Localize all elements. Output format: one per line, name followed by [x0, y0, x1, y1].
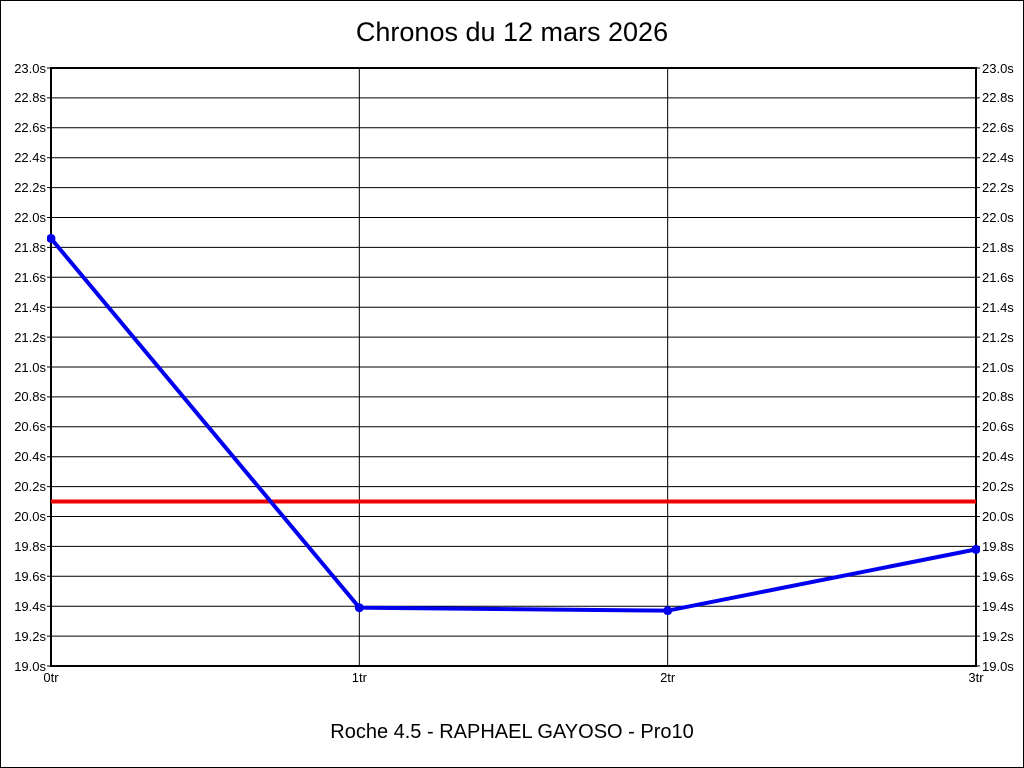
- y-tick-label-left: 19.2s: [14, 628, 46, 644]
- data-point-marker: [354, 603, 364, 613]
- y-tick-label-left: 20.2s: [14, 479, 46, 495]
- y-tick-label-left: 19.8s: [14, 538, 46, 554]
- y-tick-label-right: 22.6s: [982, 120, 1014, 136]
- y-tick-label-right: 20.8s: [982, 389, 1014, 405]
- y-tick-label-right: 23.0s: [982, 60, 1014, 76]
- y-tick-label-left: 21.6s: [14, 269, 46, 285]
- y-tick-label-left: 19.4s: [14, 598, 46, 614]
- y-tick-label-left: 23.0s: [14, 60, 46, 76]
- data-point-marker: [663, 606, 673, 616]
- plot-area: [47, 67, 980, 667]
- y-tick-label-left: 19.6s: [14, 568, 46, 584]
- y-tick-label-right: 22.4s: [982, 150, 1014, 166]
- y-tick-label-right: 19.2s: [982, 628, 1014, 644]
- y-tick-label-left: 20.8s: [14, 389, 46, 405]
- y-tick-label-left: 22.0s: [14, 210, 46, 225]
- y-tick-label-right: 21.4s: [982, 299, 1014, 315]
- y-tick-label-left: 20.4s: [14, 449, 46, 465]
- chart-caption: Roche 4.5 - RAPHAEL GAYOSO - Pro10: [330, 721, 694, 743]
- x-tick-label: 0tr: [43, 670, 59, 685]
- y-tick-label-right: 20.2s: [982, 479, 1014, 495]
- data-point-marker: [971, 544, 980, 554]
- y-tick-label-right: 21.8s: [982, 239, 1014, 255]
- y-tick-label-left: 22.4s: [14, 150, 46, 166]
- y-tick-label-left: 21.4s: [14, 299, 46, 315]
- y-tick-label-left: 20.0s: [14, 509, 46, 524]
- y-tick-label-left: 22.2s: [14, 180, 46, 196]
- plot-border: [50, 67, 977, 667]
- y-tick-label-right: 22.8s: [982, 90, 1014, 106]
- y-tick-label-right: 21.0s: [982, 359, 1014, 375]
- y-tick-label-right: 20.0s: [982, 509, 1014, 524]
- y-tick-label-right: 19.0s: [982, 658, 1014, 674]
- lap-times-line: [49, 237, 977, 613]
- y-tick-label-left: 19.0s: [14, 658, 46, 674]
- y-tick-label-right: 20.6s: [982, 419, 1014, 435]
- y-tick-label-left: 21.0s: [14, 359, 46, 375]
- y-tick-label-right: 19.6s: [982, 568, 1014, 584]
- y-tick-label-right: 20.4s: [982, 449, 1014, 465]
- x-tick-label: 1tr: [351, 670, 367, 685]
- y-tick-label-left: 22.8s: [14, 90, 46, 106]
- y-tick-label-right: 22.0s: [982, 210, 1014, 225]
- y-tick-label-left: 21.8s: [14, 239, 46, 255]
- y-tick-label-left: 21.2s: [14, 329, 46, 345]
- x-tick-label: 2tr: [660, 670, 676, 685]
- y-tick-label-right: 22.2s: [982, 180, 1014, 196]
- y-tick-label-left: 22.6s: [14, 120, 46, 136]
- x-tick-label: 3tr: [968, 670, 984, 685]
- data-point-marker: [47, 233, 56, 243]
- y-tick-label-right: 21.2s: [982, 329, 1014, 345]
- y-tick-label-left: 20.6s: [14, 419, 46, 435]
- y-tick-label-right: 21.6s: [982, 269, 1014, 285]
- chart-title: Chronos du 12 mars 2026: [355, 17, 669, 47]
- y-tick-label-right: 19.8s: [982, 538, 1014, 554]
- y-tick-label-right: 19.4s: [982, 598, 1014, 614]
